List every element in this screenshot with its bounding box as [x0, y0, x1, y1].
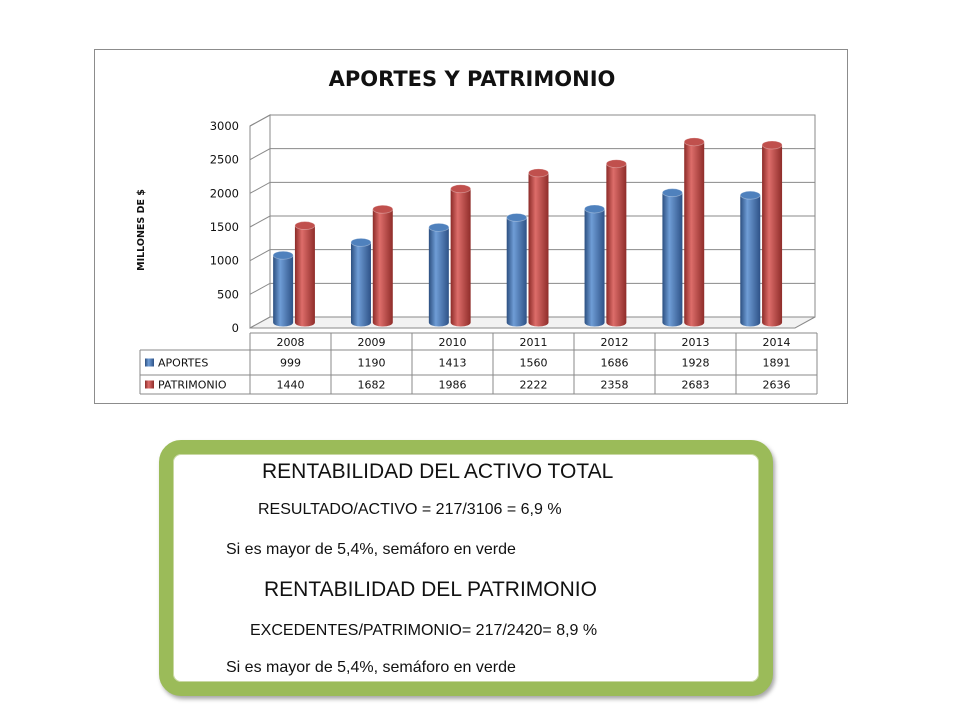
bar [761, 140, 783, 327]
bar [272, 250, 294, 327]
data-label: 1928 [682, 357, 710, 370]
bar [584, 204, 605, 327]
kpi-note-patrimonio: Si es mayor de 5,4%, semáforo en verde [226, 659, 516, 676]
legend-swatch [145, 358, 154, 367]
bar-top [506, 213, 528, 222]
bar-body [606, 163, 627, 327]
bar-top [350, 237, 372, 247]
bar [428, 222, 450, 327]
bar-top [428, 222, 450, 232]
gridline [249, 249, 815, 262]
x-tick-label: 2010 [439, 336, 467, 349]
y-axis-label: MILLONES DE $ [136, 189, 147, 271]
bars [272, 137, 783, 327]
bar [294, 221, 316, 327]
bar-body [372, 209, 393, 327]
gridline [249, 148, 815, 161]
chart-container: APORTES Y PATRIMONIO MILLONES DE $ 0 500 1… [94, 49, 848, 404]
data-label: 2358 [601, 379, 629, 392]
y-tick-label: 2000 [210, 186, 239, 200]
x-tick-label: 2008 [277, 336, 305, 349]
y-tick-label: 500 [217, 287, 239, 301]
data-label: 1891 [763, 357, 791, 370]
bar-top [605, 159, 627, 169]
data-label: 1682 [358, 379, 386, 392]
gridline [249, 215, 815, 228]
bar-body [762, 145, 783, 327]
x-tick-label: 2011 [520, 336, 548, 349]
bar-top [662, 188, 683, 198]
x-tick-label: 2012 [601, 336, 629, 349]
data-label: 1560 [520, 357, 548, 370]
gridline [249, 282, 815, 295]
kpi-formula-activo: RESULTADO/ACTIVO = 217/3106 = 6,9 % [258, 501, 562, 518]
gridline [249, 181, 815, 194]
bar-top [761, 140, 783, 150]
data-table: 2008 2009 2010 2011 2012 2013 2014 APORTES 999 11… [139, 332, 818, 395]
legend-label: APORTES [158, 357, 208, 370]
data-label: 2636 [763, 379, 791, 392]
bar-top [739, 190, 761, 200]
bar-body [662, 192, 683, 327]
data-label: 2222 [520, 379, 548, 392]
y-tick-label: 3000 [210, 119, 239, 133]
bar [528, 168, 549, 327]
bar [683, 137, 705, 327]
bar-body [428, 227, 449, 327]
kpi-formula-patrimonio: EXCEDENTES/PATRIMONIO= 217/2420= 8,9 % [250, 622, 598, 639]
bar-body [450, 188, 471, 327]
chart-title: APORTES Y PATRIMONIO [329, 67, 616, 91]
y-tick-label: 1500 [210, 220, 239, 234]
x-tick-label: 2014 [763, 336, 791, 349]
bar-body [506, 217, 527, 327]
bar [450, 184, 472, 327]
legend-label: PATRIMONIO [158, 379, 227, 392]
gridline [249, 114, 815, 127]
y-tick-label: 1000 [210, 254, 239, 268]
bar-top [294, 221, 316, 230]
bar-top [683, 137, 705, 147]
data-label: 2683 [682, 379, 710, 392]
bar-top [450, 184, 472, 194]
bar-body [684, 141, 705, 327]
x-tick-label: 2009 [358, 336, 386, 349]
data-label: 999 [280, 357, 301, 370]
data-label: 1413 [439, 357, 467, 370]
bar-top [272, 250, 294, 260]
bar [506, 213, 528, 327]
kpi-heading-patrimonio: RENTABILIDAD DEL PATRIMONIO [264, 578, 597, 601]
y-tick-label: 2500 [210, 153, 239, 167]
bar [350, 237, 372, 327]
bar-body [528, 172, 549, 327]
bar-top [372, 204, 394, 214]
bar-body [273, 255, 294, 327]
kpi-heading-activo: RENTABILIDAD DEL ACTIVO TOTAL [262, 460, 614, 483]
bar [739, 190, 761, 327]
bar-body [350, 242, 371, 327]
bar-top [584, 204, 605, 214]
bar [662, 188, 683, 327]
bar-body [740, 195, 761, 327]
data-label: 1986 [439, 379, 467, 392]
data-label: 1686 [601, 357, 629, 370]
y-tick-label: 0 [232, 321, 239, 335]
x-tick-label: 2013 [682, 336, 710, 349]
bar [372, 204, 394, 327]
data-label: 1190 [358, 357, 386, 370]
y-axis-ticks: 0 500 1000 1500 2000 2500 3000 [210, 119, 239, 335]
bar-chart: APORTES Y PATRIMONIO MILLONES DE $ 0 500 1… [136, 67, 818, 395]
bar [605, 159, 627, 327]
bar-top [528, 168, 549, 178]
kpi-note-activo: Si es mayor de 5,4%, semáforo en verde [226, 541, 516, 558]
data-label: 1440 [277, 379, 305, 392]
bar-body [584, 208, 605, 327]
legend-swatch [145, 380, 154, 389]
kpi-panel: RENTABILIDAD DEL ACTIVO TOTAL RESULTADO/… [159, 440, 773, 696]
bar-body [294, 225, 315, 327]
